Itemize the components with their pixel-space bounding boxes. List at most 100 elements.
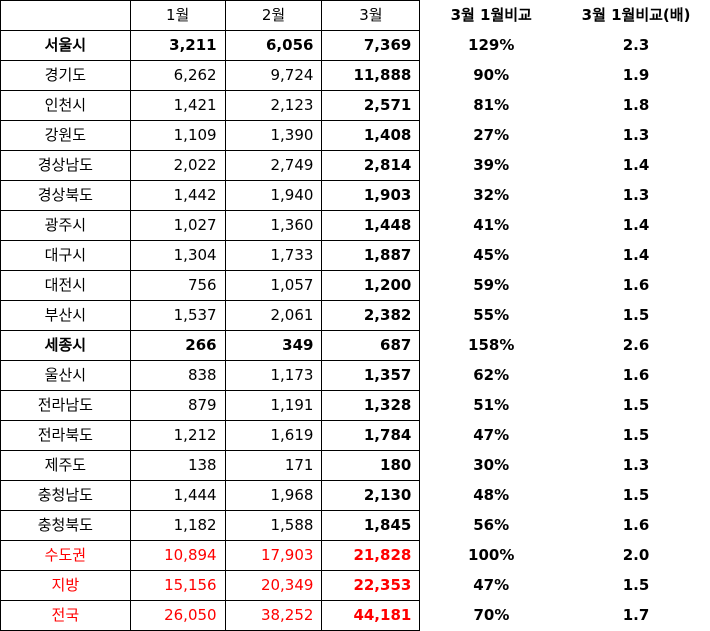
- jan-value: 138: [129, 450, 226, 481]
- mar-value: 1,784: [321, 420, 421, 451]
- ratio-multiple-value: 1.5: [622, 306, 650, 324]
- ratio-multiple-value: 2.3: [622, 36, 650, 54]
- feb-value: 1,968: [224, 480, 323, 511]
- jan-value: 6,262: [129, 60, 226, 91]
- ratio-pct-value: 62%: [473, 366, 510, 384]
- table-row: 서울시 3,211 6,056 7,369 129% 2.3: [0, 30, 710, 61]
- ratio-pct-value: 41%: [473, 216, 510, 234]
- ratio-multiple-value: 1.3: [622, 186, 650, 204]
- summary-row: 지방 15,156 20,349 22,353 47% 1.5: [0, 570, 710, 601]
- ratio-pct-value: 32%: [473, 186, 510, 204]
- ratio-multiple-value: 1.4: [622, 246, 650, 264]
- region-name: 부산시: [0, 300, 131, 331]
- ratio-pct-value: 81%: [473, 96, 510, 114]
- header-ratio-pct: 3월 1월비교: [450, 6, 532, 24]
- jan-value: 1,444: [129, 480, 226, 511]
- jan-value: 1,109: [129, 120, 226, 151]
- feb-value: 349: [224, 330, 323, 361]
- ratio-multiple-value: 1.5: [622, 426, 650, 444]
- mar-value: 180: [321, 450, 421, 481]
- mar-value: 44,181: [321, 600, 421, 631]
- ratio-multiple-value: 1.6: [622, 276, 650, 294]
- feb-value: 2,749: [224, 150, 323, 181]
- mar-value: 22,353: [321, 570, 421, 601]
- region-name: 경상북도: [0, 180, 131, 211]
- ratio-multiple-value: 2.6: [622, 336, 650, 354]
- feb-value: 1,173: [224, 360, 323, 391]
- table-row: 광주시 1,027 1,360 1,448 41% 1.4: [0, 210, 710, 241]
- ratio-pct-value: 90%: [473, 66, 510, 84]
- table-row: 세종시 266 349 687 158% 2.6: [0, 330, 710, 361]
- summary-row: 전국 26,050 38,252 44,181 70% 1.7: [0, 600, 710, 631]
- jan-value: 3,211: [129, 30, 226, 61]
- region-name: 인천시: [0, 90, 131, 121]
- feb-value: 171: [224, 450, 323, 481]
- table-row: 부산시 1,537 2,061 2,382 55% 1.5: [0, 300, 710, 331]
- region-name: 경상남도: [0, 150, 131, 181]
- ratio-pct-value: 55%: [473, 306, 510, 324]
- table-row: 강원도 1,109 1,390 1,408 27% 1.3: [0, 120, 710, 151]
- table-row: 대전시 756 1,057 1,200 59% 1.6: [0, 270, 710, 301]
- jan-value: 1,304: [129, 240, 226, 271]
- region-name: 대구시: [0, 240, 131, 271]
- ratio-multiple-value: 1.6: [622, 366, 650, 384]
- header-row: 1월 2월 3월 3월 1월비교 3월 1월비교(배): [0, 0, 710, 31]
- region-name: 충청북도: [0, 510, 131, 541]
- mar-value: 1,903: [321, 180, 421, 211]
- feb-value: 6,056: [224, 30, 323, 61]
- feb-value: 1,057: [224, 270, 323, 301]
- jan-value: 1,442: [129, 180, 226, 211]
- jan-value: 1,182: [129, 510, 226, 541]
- header-feb: 2월: [224, 0, 323, 31]
- region-name: 강원도: [0, 120, 131, 151]
- jan-value: 1,421: [129, 90, 226, 121]
- ratio-pct-value: 158%: [468, 336, 515, 354]
- jan-value: 879: [129, 390, 226, 421]
- jan-value: 10,894: [129, 540, 226, 571]
- table-row: 전라남도 879 1,191 1,328 51% 1.5: [0, 390, 710, 421]
- ratio-multiple-value: 2.0: [622, 546, 650, 564]
- feb-value: 1,390: [224, 120, 323, 151]
- mar-value: 7,369: [321, 30, 421, 61]
- ratio-pct-value: 100%: [468, 546, 515, 564]
- mar-value: 1,448: [321, 210, 421, 241]
- mar-value: 687: [321, 330, 421, 361]
- region-name: 제주도: [0, 450, 131, 481]
- ratio-pct-value: 45%: [473, 246, 510, 264]
- mar-value: 11,888: [321, 60, 421, 91]
- ratio-pct-value: 39%: [473, 156, 510, 174]
- ratio-multiple-value: 1.9: [622, 66, 650, 84]
- region-name: 충청남도: [0, 480, 131, 511]
- ratio-pct-value: 129%: [468, 36, 515, 54]
- ratio-pct-value: 47%: [473, 576, 510, 594]
- mar-value: 1,408: [321, 120, 421, 151]
- jan-value: 1,212: [129, 420, 226, 451]
- region-name: 세종시: [0, 330, 131, 361]
- header-region: [0, 0, 131, 31]
- ratio-pct-value: 30%: [473, 456, 510, 474]
- ratio-multiple-value: 1.8: [622, 96, 650, 114]
- table-row: 경상북도 1,442 1,940 1,903 32% 1.3: [0, 180, 710, 211]
- summary-row: 수도권 10,894 17,903 21,828 100% 2.0: [0, 540, 710, 571]
- feb-value: 1,619: [224, 420, 323, 451]
- header-jan: 1월: [129, 0, 226, 31]
- region-name: 대전시: [0, 270, 131, 301]
- feb-value: 1,191: [224, 390, 323, 421]
- table-row: 충청북도 1,182 1,588 1,845 56% 1.6: [0, 510, 710, 541]
- ratio-multiple-value: 1.5: [622, 576, 650, 594]
- table-row: 경기도 6,262 9,724 11,888 90% 1.9: [0, 60, 710, 91]
- ratio-pct-value: 27%: [473, 126, 510, 144]
- feb-value: 2,123: [224, 90, 323, 121]
- header-ratio-multiple: 3월 1월비교(배): [581, 6, 691, 24]
- region-name: 수도권: [0, 540, 131, 571]
- jan-value: 26,050: [129, 600, 226, 631]
- jan-value: 266: [129, 330, 226, 361]
- region-name: 울산시: [0, 360, 131, 391]
- region-name: 전라남도: [0, 390, 131, 421]
- ratio-pct-value: 70%: [473, 606, 510, 624]
- mar-value: 1,328: [321, 390, 421, 421]
- region-name: 경기도: [0, 60, 131, 91]
- table-row: 충청남도 1,444 1,968 2,130 48% 1.5: [0, 480, 710, 511]
- mar-value: 1,845: [321, 510, 421, 541]
- ratio-pct-value: 59%: [473, 276, 510, 294]
